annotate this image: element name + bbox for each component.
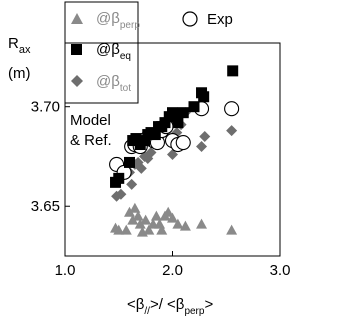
point-exp-14 — [224, 101, 240, 117]
point-exp-12 — [175, 134, 191, 151]
point-perp-18 — [172, 218, 184, 229]
axis-ticks: 1.0 2.0 3.0 3.65 3.70 — [31, 99, 291, 279]
x-axis-label-pre: <β — [127, 296, 145, 313]
annotation-line-2: & Ref. — [70, 132, 112, 149]
x-axis-label-sub1: // — [144, 306, 150, 317]
legend-label-eq: @β — [96, 41, 120, 58]
x-axis-label: <β//>/ <βperp> — [127, 296, 213, 317]
legend-label-eq-sub: eq — [120, 51, 131, 62]
point-eq-17 — [188, 101, 200, 113]
x-tick-label-0: 1.0 — [55, 262, 76, 279]
point-tot-20 — [199, 131, 211, 143]
legend-marker-exp — [182, 11, 198, 27]
x-axis-label-mid: >/ <β — [150, 296, 185, 313]
x-axis-label-sub2: perp — [184, 306, 204, 317]
point-eq-1 — [113, 172, 125, 184]
point-eq-2 — [124, 156, 135, 168]
point-perp-14 — [156, 224, 168, 235]
point-perp-19 — [179, 220, 191, 231]
point-perp-3 — [124, 206, 135, 217]
point-eq-14 — [167, 107, 178, 119]
point-eq-6 — [139, 135, 151, 147]
point-perp-10 — [143, 224, 155, 235]
y-axis-unit: (m) — [8, 65, 31, 82]
point-perp-20 — [196, 218, 208, 229]
point-eq-9 — [149, 129, 161, 141]
point-perp-7 — [134, 218, 146, 229]
x-axis-label-post: > — [204, 296, 213, 313]
point-eq-12 — [159, 117, 171, 129]
y-tick-label-1: 3.70 — [31, 99, 60, 116]
legend-label-perp-sub: perp — [120, 20, 140, 31]
legend-marker-tot — [71, 75, 83, 87]
svg-text:@βperp: @βperp — [96, 10, 140, 31]
legend-label-tot-sub: tot — [120, 83, 131, 94]
legend-label-tot: @β — [96, 73, 120, 90]
point-tot-10 — [145, 146, 157, 158]
y-axis-label-main: R — [8, 35, 19, 52]
point-perp-6 — [132, 210, 144, 221]
point-perp-9 — [140, 214, 152, 225]
point-tot-15 — [167, 148, 178, 160]
point-perp-2 — [120, 224, 132, 235]
point-perp-4 — [127, 214, 139, 225]
point-perp-12 — [150, 210, 162, 221]
legend-label-perp: @β — [96, 10, 120, 27]
point-perp-17 — [167, 212, 178, 223]
y-axis-label: Rax — [8, 35, 31, 56]
point-tot-21 — [226, 125, 238, 137]
data-marks — [109, 65, 240, 237]
x-tick-label-1: 2.0 — [162, 262, 183, 279]
point-eq-4 — [130, 133, 142, 145]
point-tot-1 — [115, 188, 127, 200]
svg-text:@βtot: @βtot — [96, 73, 131, 94]
y-tick-label-0: 3.65 — [31, 198, 60, 215]
y-axis-label-sub: ax — [19, 44, 31, 56]
point-perp-5 — [129, 202, 141, 213]
point-eq-16 — [177, 107, 189, 119]
svg-text:@βeq: @βeq — [96, 41, 131, 62]
legend-label-exp: Exp — [207, 11, 233, 28]
point-eq-19 — [198, 91, 210, 103]
point-tot-4 — [126, 178, 138, 190]
point-eq-20 — [227, 65, 239, 77]
legend-marker-eq — [71, 44, 82, 55]
point-tot-19 — [196, 141, 208, 153]
x-tick-label-2: 3.0 — [270, 262, 291, 279]
point-perp-16 — [162, 206, 174, 217]
annotation-line-1: Model — [70, 112, 111, 129]
legend-marker-perp — [71, 13, 83, 24]
point-eq-15 — [172, 117, 184, 129]
point-tot-7 — [135, 162, 147, 174]
point-perp-21 — [226, 224, 238, 235]
legend: @βperp @βeq @βtot Exp — [64, 1, 233, 104]
point-perp-1 — [113, 224, 125, 235]
